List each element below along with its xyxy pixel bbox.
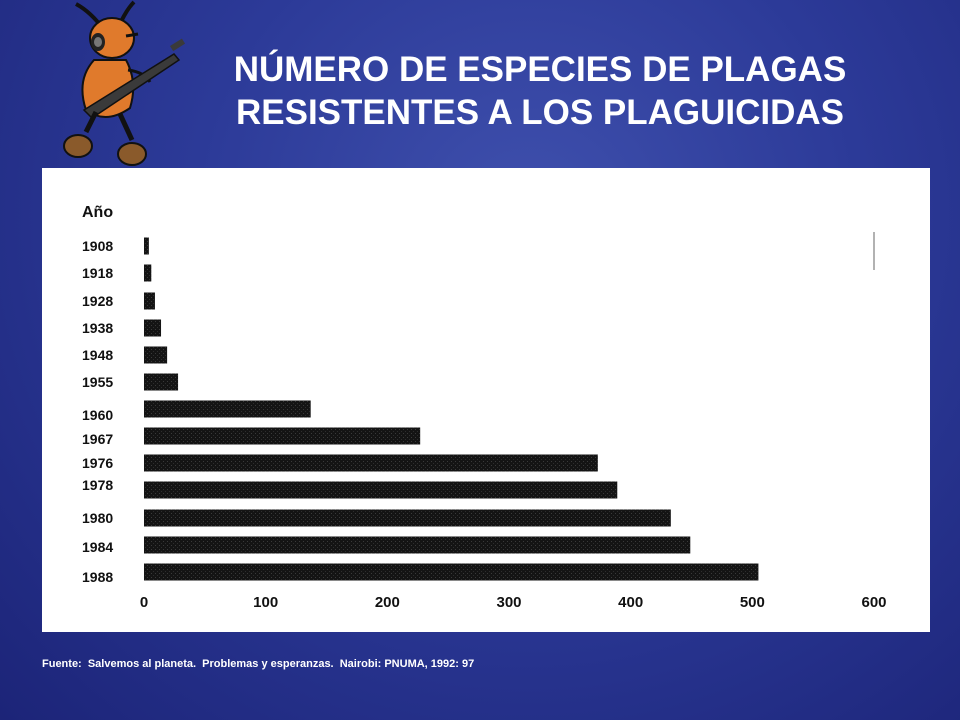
- y-axis-title: Año: [82, 204, 113, 221]
- bar-1988: [144, 563, 759, 581]
- slide-title-line2: RESISTENTES A LOS PLAGUICIDAS: [235, 93, 845, 132]
- bar-1918: [144, 264, 152, 282]
- y-tick-label-1976: 1976: [82, 455, 113, 471]
- x-tick-label-0: 0: [140, 594, 148, 611]
- y-tick-label-1908: 1908: [82, 238, 113, 254]
- y-tick-label-1978: 1978: [82, 477, 113, 493]
- bar-1976: [144, 454, 598, 472]
- y-tick-label-1928: 1928: [82, 293, 113, 309]
- x-tick-label-400: 400: [618, 594, 643, 611]
- x-tick-label-300: 300: [496, 594, 521, 611]
- bar-chart: Año 1908 1918 1928 1938 1948 1955 1960 1967 1976…: [82, 204, 887, 611]
- slide-title: NÚMERO DE ESPECIES DE PLAGAS RESISTENTES…: [140, 48, 940, 134]
- bar-1955: [144, 373, 179, 391]
- bar-1908: [144, 237, 149, 255]
- bar-1948: [144, 346, 168, 364]
- y-tick-label-1960: 1960: [82, 407, 113, 423]
- bar-1980: [144, 509, 671, 527]
- y-tick-label-1980: 1980: [82, 510, 113, 526]
- y-tick-label-1984: 1984: [82, 539, 113, 555]
- bar-1967: [144, 427, 421, 445]
- bar-1978: [144, 481, 618, 499]
- chart-panel: Año 1908 1918 1928 1938 1948 1955 1960 1967 1976…: [42, 168, 930, 632]
- y-tick-label-1988: 1988: [82, 569, 113, 585]
- y-tick-label-1938: 1938: [82, 320, 113, 336]
- y-tick-label-1918: 1918: [82, 265, 113, 281]
- bar-1938: [144, 319, 162, 337]
- source-note: Fuente: Salvemos al planeta. Problemas y…: [42, 658, 475, 670]
- y-tick-label-1967: 1967: [82, 431, 113, 447]
- x-tick-label-200: 200: [375, 594, 400, 611]
- x-tick-label-100: 100: [253, 594, 278, 611]
- bar-1984: [144, 536, 691, 554]
- bar-1928: [144, 292, 155, 310]
- x-tick-label-600: 600: [861, 594, 886, 611]
- slide-title-line1: NÚMERO DE ESPECIES DE PLAGAS: [233, 50, 847, 89]
- y-tick-label-1948: 1948: [82, 347, 113, 363]
- ant-mascot-icon: [63, 0, 186, 166]
- x-tick-label-500: 500: [740, 594, 765, 611]
- bar-1960: [144, 400, 311, 418]
- y-tick-label-1955: 1955: [82, 374, 113, 390]
